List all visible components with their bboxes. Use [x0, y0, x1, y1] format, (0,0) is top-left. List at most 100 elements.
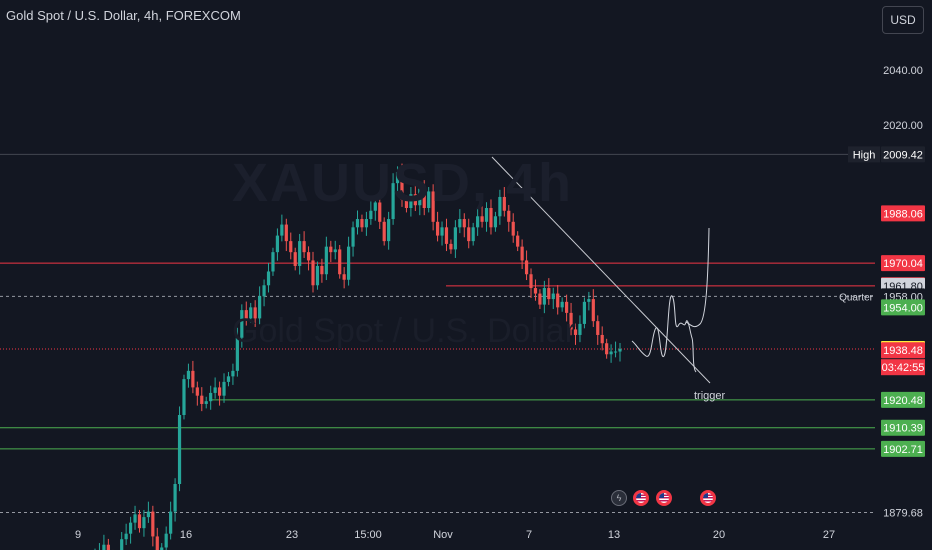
candle [217, 381, 222, 406]
price-badge[interactable]: 1920.48 [881, 391, 925, 408]
candle [400, 163, 404, 207]
candle [195, 381, 199, 406]
candle [493, 211, 498, 232]
price-axis[interactable]: 2040.002020.001860.002009.42High1988.061… [839, 65, 925, 550]
badge-value: 2009.42 [883, 149, 923, 161]
candle [355, 210, 360, 235]
badge-value: 1988.06 [883, 208, 923, 220]
candle [249, 302, 253, 323]
candle [133, 505, 137, 530]
candle [293, 247, 297, 271]
candle [182, 374, 186, 420]
candle [600, 326, 604, 351]
badge-value: 1920.48 [883, 395, 923, 407]
horizontal-levels [0, 153, 875, 513]
candle [427, 187, 431, 213]
candle [484, 202, 489, 232]
candle [329, 240, 333, 263]
price-badge[interactable]: 1879.68 [881, 504, 925, 521]
candle [360, 214, 364, 232]
candle [453, 220, 457, 258]
price-badge[interactable]: 1938.48 [881, 342, 925, 359]
badge-value: 1879.68 [883, 507, 923, 519]
candle [191, 360, 195, 394]
candle [266, 262, 271, 293]
candle [209, 385, 213, 410]
candle [347, 236, 351, 286]
candle [471, 222, 475, 246]
candle [204, 396, 208, 409]
candle [177, 406, 182, 492]
candle [373, 196, 377, 221]
badge-value: 1970.04 [883, 258, 923, 270]
freehand-projection [631, 295, 697, 373]
price-badge[interactable]: 1910.39 [881, 419, 925, 436]
badge-value: 1902.71 [883, 444, 923, 456]
candle [173, 478, 177, 522]
candle [569, 302, 573, 336]
storm-icon[interactable]: ϟ [611, 490, 627, 506]
candle [235, 327, 239, 377]
candle [556, 285, 560, 315]
time-tick-label: 20 [713, 529, 725, 541]
candle [240, 304, 244, 348]
badge-value: 1938.48 [883, 345, 923, 357]
candle [507, 204, 511, 232]
candle [137, 509, 142, 533]
candle [596, 315, 600, 345]
candle [98, 543, 100, 550]
candle [351, 221, 355, 257]
candle [160, 543, 164, 550]
badge-label: High [853, 149, 876, 161]
candle [591, 289, 595, 327]
price-badge[interactable]: 2009.42 High [848, 146, 925, 163]
candle [551, 287, 555, 310]
candle [306, 246, 311, 271]
candle [618, 342, 622, 362]
price-badge[interactable]: 03:42:55 [881, 359, 925, 376]
us-flag-icon[interactable] [656, 490, 672, 506]
time-tick-label: 7 [526, 529, 532, 541]
candle [418, 182, 422, 216]
price-badge[interactable]: 1970.04 [881, 255, 925, 272]
candle [431, 184, 435, 231]
candle [284, 218, 288, 252]
candle [547, 278, 551, 305]
freehand-projection-right [685, 227, 710, 328]
candle [164, 526, 168, 550]
candle [529, 268, 533, 298]
us-flag-icon[interactable] [700, 490, 716, 506]
price-badge[interactable]: 1988.06 [881, 205, 925, 222]
candle [262, 279, 266, 307]
candle [382, 217, 386, 246]
price-badge[interactable]: 1954.00 [881, 299, 925, 316]
candle [489, 199, 493, 235]
time-tick-label: 13 [608, 529, 620, 541]
candle [498, 189, 502, 225]
candle [302, 231, 306, 258]
candle [533, 279, 538, 301]
candle [102, 534, 106, 550]
candle [186, 363, 191, 388]
candle [480, 206, 484, 228]
badge-value: 1910.39 [883, 423, 923, 435]
candle [222, 373, 226, 403]
candle [587, 291, 591, 311]
candle [395, 166, 400, 194]
candle [605, 338, 609, 359]
time-axis[interactable]: 9 16 23 15:00 Nov 7 13 20 27 [75, 529, 835, 541]
candle [413, 184, 417, 212]
candle [542, 280, 546, 314]
us-flag-icon[interactable] [633, 490, 649, 506]
candle [213, 377, 217, 399]
candle [120, 532, 124, 550]
candle [538, 289, 542, 310]
candle [609, 344, 613, 363]
trendline[interactable] [491, 156, 711, 384]
candle [458, 209, 462, 234]
currency-button[interactable]: USD [882, 6, 924, 34]
candle [378, 193, 382, 229]
price-badge[interactable]: 1902.71 [881, 440, 925, 457]
time-tick-label: 23 [286, 529, 298, 541]
